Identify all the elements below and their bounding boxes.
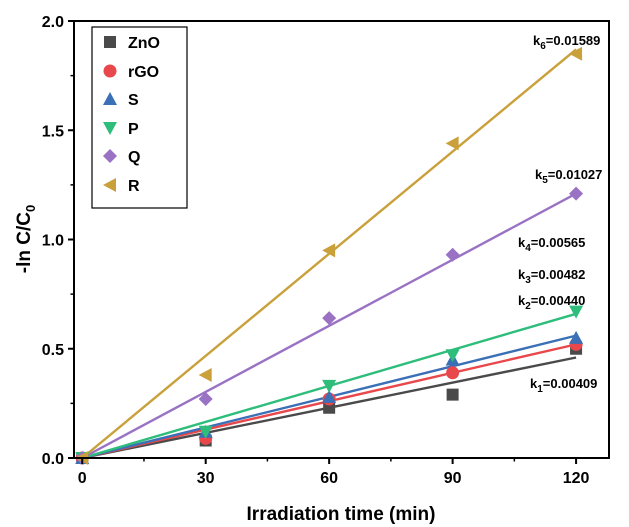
legend-label-s: S bbox=[128, 92, 139, 109]
k6-annotation: k6=0.01589 bbox=[533, 33, 600, 52]
axis-ticks: 0 30 60 90 120 0.0 0.5 1.0 1.5 2.0 bbox=[42, 14, 590, 487]
legend-label-p: P bbox=[128, 121, 139, 138]
data-point-r bbox=[445, 136, 459, 151]
k4-annotation: k4=0.00565 bbox=[518, 235, 585, 254]
legend-marker-rgo bbox=[103, 64, 117, 78]
legend-markers bbox=[103, 36, 117, 192]
y-tick-label: 1.0 bbox=[42, 233, 64, 250]
data-point-q bbox=[322, 311, 337, 326]
legend-label-r: R bbox=[128, 178, 140, 195]
data-point-q bbox=[198, 392, 213, 407]
data-point-rgo bbox=[446, 366, 460, 380]
x-tick-label: 120 bbox=[563, 470, 590, 487]
k3-annotation: k3=0.00482 bbox=[518, 267, 585, 286]
legend-label-zno: ZnO bbox=[128, 35, 160, 52]
x-axis-title: Irradiation time (min) bbox=[247, 504, 436, 525]
y-axis-title: -ln C/C0 bbox=[14, 205, 38, 273]
x-tick-label: 90 bbox=[444, 470, 462, 487]
data-point-r bbox=[198, 367, 212, 382]
y-tick-label: 2.0 bbox=[42, 14, 64, 31]
k2-annotation: k2=0.00440 bbox=[518, 293, 585, 312]
x-tick-label: 60 bbox=[320, 470, 338, 487]
data-point-p bbox=[198, 425, 213, 439]
data-point-r bbox=[322, 243, 336, 258]
data-point-s bbox=[322, 389, 337, 403]
legend-marker-p bbox=[103, 122, 117, 135]
data-point-q bbox=[445, 247, 460, 262]
data-point-s bbox=[569, 330, 584, 344]
y-tick-label: 1.5 bbox=[42, 123, 64, 140]
fit-line-q bbox=[81, 192, 577, 460]
x-tick-label: 30 bbox=[197, 470, 215, 487]
legend-marker-r bbox=[103, 178, 116, 192]
legend-marker-zno bbox=[104, 36, 116, 48]
data-point-q bbox=[569, 186, 584, 201]
legend: ZnO rGO S P Q R bbox=[91, 26, 188, 209]
legend-marker-q bbox=[103, 149, 117, 163]
legend-box bbox=[91, 26, 188, 209]
data-point-zno bbox=[446, 388, 459, 401]
k5-annotation: k5=0.01027 bbox=[535, 167, 602, 186]
x-tick-label: 0 bbox=[78, 470, 87, 487]
y-tick-label: 0.5 bbox=[42, 342, 64, 359]
legend-marker-s bbox=[103, 92, 117, 105]
k1-annotation: k1=0.00409 bbox=[530, 376, 597, 395]
y-tick-label: 0.0 bbox=[42, 451, 64, 468]
data-point-p bbox=[569, 305, 584, 319]
legend-label-q: Q bbox=[128, 149, 140, 166]
data-point-p bbox=[445, 349, 460, 363]
legend-label-rgo: rGO bbox=[128, 64, 159, 81]
data-point-p bbox=[322, 379, 337, 393]
data-point-r bbox=[569, 46, 583, 61]
